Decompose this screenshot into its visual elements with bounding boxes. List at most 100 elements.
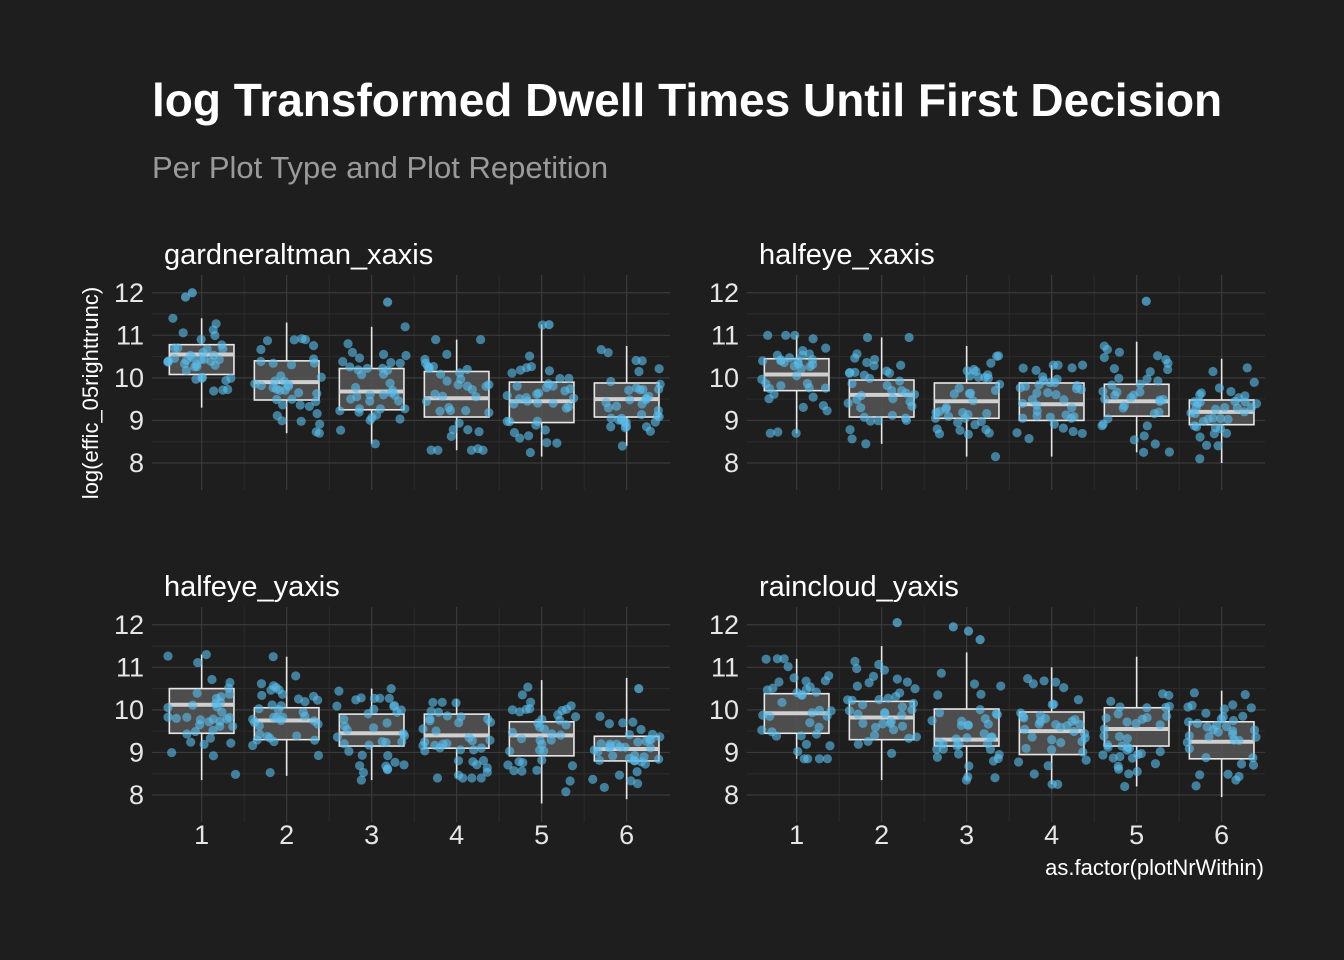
data-point (475, 334, 486, 345)
data-point (224, 712, 235, 723)
data-point (335, 406, 345, 416)
data-point (1069, 412, 1079, 422)
data-point (796, 690, 806, 700)
y-tick-label: 11 (116, 652, 144, 682)
box-6 (1186, 358, 1262, 464)
data-point (1073, 695, 1083, 705)
data-point (482, 767, 492, 777)
data-point (401, 350, 411, 361)
data-point (955, 425, 965, 436)
data-point (781, 330, 791, 340)
data-point (626, 776, 636, 786)
data-point (645, 426, 655, 436)
data-point (996, 681, 1006, 691)
data-point (181, 365, 191, 376)
data-point (604, 719, 614, 729)
data-point (1195, 390, 1205, 400)
data-point (1142, 703, 1152, 713)
data-point (435, 369, 446, 379)
data-point (1142, 421, 1152, 431)
data-point (1120, 781, 1130, 792)
data-point (315, 419, 325, 429)
data-point (295, 400, 305, 410)
data-point (1012, 428, 1022, 438)
box-5 (502, 320, 579, 458)
data-point (524, 431, 534, 441)
data-point (965, 388, 976, 398)
data-point (910, 684, 920, 694)
box-6 (593, 345, 665, 451)
data-point (859, 412, 869, 422)
data-point (250, 379, 260, 389)
data-point (807, 354, 818, 365)
data-point (426, 706, 436, 716)
box-3 (332, 683, 410, 785)
x-tick-label: 1 (789, 820, 804, 850)
data-point (395, 358, 405, 368)
data-point (1198, 416, 1209, 427)
data-point (225, 677, 235, 688)
data-point (523, 682, 533, 692)
data-point (560, 386, 570, 396)
data-point (555, 715, 565, 725)
data-point (762, 685, 772, 695)
data-point (509, 766, 519, 776)
data-point (1081, 755, 1091, 765)
data-point (1047, 735, 1057, 745)
data-point (820, 383, 831, 393)
data-point (1164, 690, 1174, 700)
box-1 (163, 313, 236, 408)
data-point (653, 410, 663, 421)
data-point (1034, 380, 1044, 390)
data-point (524, 351, 535, 361)
data-point (354, 404, 365, 414)
x-axis-title: as.factor(plotNrWithin) (1045, 855, 1264, 880)
data-point (369, 704, 379, 714)
data-point (355, 761, 365, 771)
data-point (1099, 731, 1109, 741)
data-point (888, 725, 899, 735)
data-point (757, 356, 768, 366)
data-point (455, 745, 466, 755)
data-point (1142, 374, 1152, 384)
data-point (350, 382, 361, 393)
data-point (631, 355, 641, 366)
facet-label: halfeye_xaxis (759, 239, 935, 271)
data-point (276, 701, 286, 711)
data-point (870, 722, 881, 732)
data-point (1239, 407, 1249, 417)
data-point (432, 773, 443, 783)
data-point (518, 758, 528, 768)
data-point (858, 700, 868, 710)
data-point (850, 367, 860, 377)
data-point (532, 765, 542, 775)
data-point (1068, 426, 1078, 437)
data-point (992, 351, 1002, 361)
data-point (896, 360, 906, 370)
box-4 (418, 697, 496, 783)
data-point (863, 736, 873, 747)
data-point (603, 348, 613, 358)
facet-label: raincloud_yaxis (759, 571, 959, 603)
data-point (1069, 726, 1079, 737)
data-point (909, 389, 920, 400)
facet-label: halfeye_yaxis (164, 571, 340, 603)
data-point (193, 657, 203, 668)
data-point (444, 402, 454, 413)
data-point (390, 390, 400, 400)
data-point (537, 755, 547, 765)
data-point (761, 654, 771, 664)
data-point (181, 355, 192, 365)
data-point (339, 714, 349, 724)
data-point (1162, 711, 1172, 721)
data-point (544, 366, 555, 376)
data-point (1031, 365, 1041, 375)
data-point (196, 334, 206, 345)
data-point (1109, 363, 1119, 374)
data-point (881, 366, 892, 376)
data-point (469, 745, 479, 755)
data-point (963, 429, 973, 439)
data-point (1113, 709, 1123, 719)
data-point (808, 392, 818, 402)
data-point (878, 719, 888, 729)
